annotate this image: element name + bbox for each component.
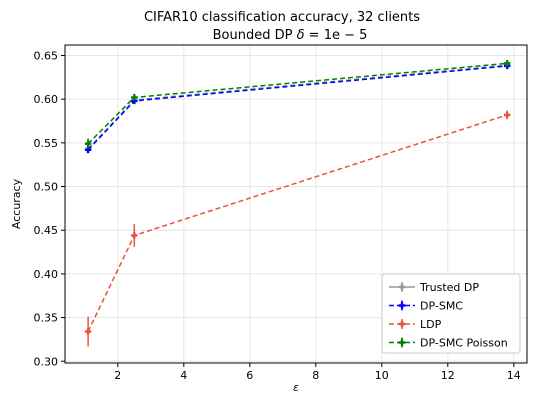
legend: Trusted DP DP-SMC LDP DP-SMC Poisson [381,273,521,354]
chart-title: CIFAR10 classification accuracy, 32 clie… [144,10,420,25]
plot-frame [64,44,528,364]
y-axis-label: Accuracy [10,178,23,229]
legend-swatch-marker [398,283,406,291]
y-tick-label: 0.65 [34,49,59,62]
plot-series [84,60,511,347]
data-point [84,328,92,335]
data-point [84,140,92,147]
x-tick-label: 6 [246,369,253,382]
data-point [131,232,138,239]
series-line [87,62,508,145]
legend-item: DP-SMC [389,300,463,313]
chart-subtitle: Bounded DP δ = 1e − 5 [213,28,368,43]
grid [65,45,527,363]
data-point [504,60,511,67]
y-tick-label: 0.35 [34,312,59,325]
series-trusted-dp [84,61,511,153]
y-tick-label: 0.55 [34,137,59,150]
legend-label: DP-SMC [420,300,463,313]
axis-ticks: 2 4 6 8 10 12 14 0.30 0.35 0.40 0.45 0.50 0.55 0.60 0.… [34,49,521,382]
legend-item: Trusted DP [389,281,479,294]
legend-swatch-marker [398,339,406,346]
data-point [131,94,138,101]
y-tick-label: 0.45 [34,224,59,237]
legend-item: LDP [389,318,442,331]
legend-label: Trusted DP [419,281,479,294]
legend-label: LDP [420,318,442,331]
x-tick-label: 12 [441,369,455,382]
legend-box [381,273,521,354]
legend-label: DP-SMC Poisson [420,337,508,350]
x-tick-label: 14 [507,369,521,382]
series-dp-smc [84,62,511,154]
series-line [87,64,508,150]
series-line [87,65,508,151]
legend-swatch-marker [398,320,406,328]
x-tick-label: 2 [114,369,121,382]
data-point [504,111,511,119]
x-tick-label: 4 [180,369,187,382]
x-tick-label: 8 [312,369,319,382]
x-tick-label: 10 [375,369,389,382]
y-tick-label: 0.60 [34,93,59,106]
legend-item: DP-SMC Poisson [389,337,508,350]
series-dp-smc-poisson [84,60,511,149]
y-tick-label: 0.50 [34,181,59,194]
series-ldp [84,110,511,347]
x-axis-label: ε [293,381,299,394]
y-tick-label: 0.40 [34,268,59,281]
y-tick-label: 0.30 [34,355,59,368]
legend-swatch-marker [398,302,406,309]
